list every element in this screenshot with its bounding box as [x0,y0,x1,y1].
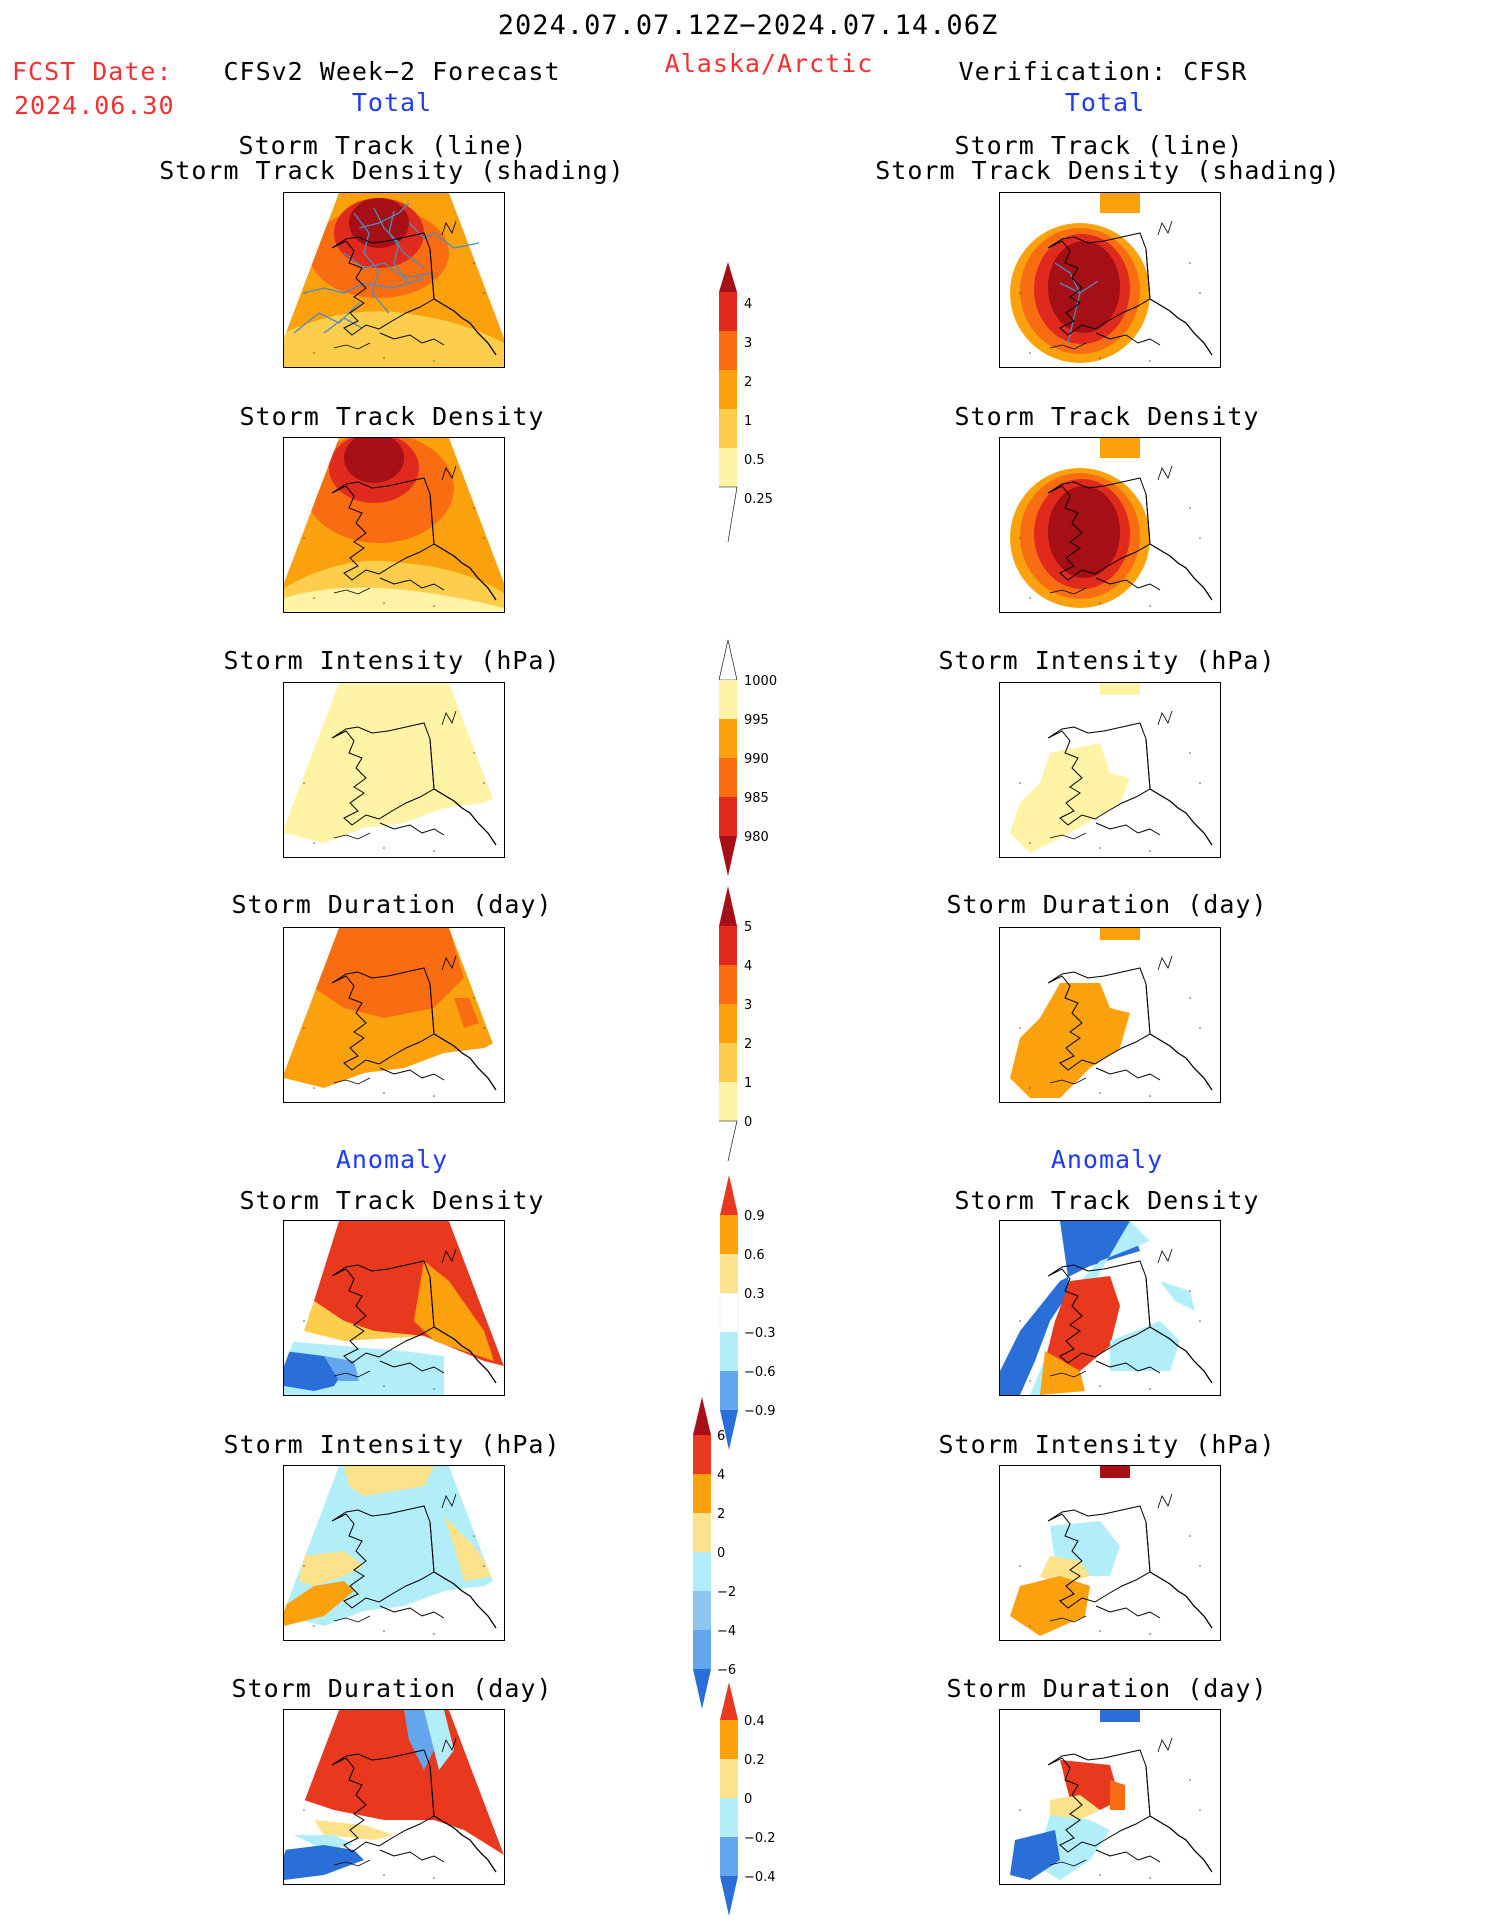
anom-density-colorbar: 0.9 0.6 0.3 −0.3 −0.6 −0.9 [719,1175,790,1459]
cb3-tick-3: 3 [744,998,752,1013]
cb6-tick-02: 0.2 [744,1753,765,1768]
left-track-density-title: Storm Track Density [239,402,545,431]
cb6-tick-m02: −0.2 [744,1831,776,1846]
left-anom-duration-map [283,1709,505,1885]
track-density-colorbar: 4 3 2 1 0.5 0.25 [710,262,773,556]
cb6-tick-m04: −0.4 [744,1870,776,1885]
verification-title: Verification: CFSR [958,57,1248,86]
right-intensity-title: Storm Intensity (hPa) [938,646,1276,675]
cb5-tick-0: 0 [717,1546,725,1561]
cb6-tick-0: 0 [744,1792,752,1807]
left-duration-map [283,927,505,1103]
right-track-density-map [999,437,1221,613]
cb4-tick-m03: −0.3 [744,1326,776,1341]
left-track-density-map [283,437,505,613]
right-intensity-map [999,682,1221,858]
cb4-tick-m09: −0.9 [744,1404,776,1419]
right-anom-density-title: Storm Track Density [954,1186,1260,1215]
right-track-line-title: Storm Track (line) [954,131,1244,160]
cb5-tick-2: 2 [717,1507,725,1522]
cb3-tick-1: 1 [744,1076,752,1091]
cb2-tick-990: 990 [744,752,769,767]
cb3-tick-5: 5 [744,920,752,935]
verification-total-label: Total [1064,88,1146,117]
right-anom-density-map [999,1220,1221,1396]
cb1-tick-025: 0.25 [744,492,773,507]
right-anom-intensity-title: Storm Intensity (hPa) [938,1430,1276,1459]
left-track-line-map [283,192,505,368]
left-track-shading-title: Storm Track Density (shading) [159,156,625,185]
left-anom-intensity-title: Storm Intensity (hPa) [223,1430,561,1459]
cb3-tick-2: 2 [744,1037,752,1052]
forecast-total-label: Total [351,88,433,117]
left-intensity-title: Storm Intensity (hPa) [223,646,561,675]
cb5-tick-m6: −6 [717,1663,736,1678]
cb2-tick-980: 980 [744,830,769,845]
anom-intensity-colorbar: 6 4 2 0 −2 −4 −6 [693,1397,753,1719]
cb5-tick-m2: −2 [717,1585,736,1600]
cb1-tick-4: 4 [744,297,752,312]
right-duration-title: Storm Duration (day) [946,890,1268,919]
period-title: 2024.07.07.12Z−2024.07.14.06Z [497,10,999,41]
intensity-colorbar: 1000 995 990 985 980 [710,639,777,884]
left-intensity-map [283,682,505,858]
cb6-tick-04: 0.4 [744,1714,765,1729]
right-anom-intensity-map [999,1465,1221,1641]
fcst-label: FCST Date: [12,57,173,86]
forecast-title: CFSv2 Week−2 Forecast [223,57,561,86]
right-anomaly-label: Anomaly [1050,1145,1164,1174]
left-anom-density-map [283,1220,505,1396]
right-anom-duration-title: Storm Duration (day) [946,1674,1268,1703]
left-anomaly-label: Anomaly [335,1145,449,1174]
duration-colorbar: 5 4 3 2 1 0 [710,886,770,1170]
cb4-tick-06: 0.6 [744,1248,765,1263]
right-duration-map [999,927,1221,1103]
left-track-line-title: Storm Track (line) [238,131,528,160]
cb5-tick-m4: −4 [717,1624,736,1639]
left-anom-duration-title: Storm Duration (day) [231,1674,553,1703]
right-track-shading-title: Storm Track Density (shading) [875,156,1341,185]
cb1-tick-3: 3 [744,336,752,351]
cb2-tick-1000: 1000 [744,674,777,689]
right-track-line-map [999,192,1221,368]
left-duration-title: Storm Duration (day) [231,890,553,919]
cb4-tick-m06: −0.6 [744,1365,776,1380]
cb4-tick-03: 0.3 [744,1287,765,1302]
cb5-tick-4: 4 [717,1468,725,1483]
cb1-tick-1: 1 [744,414,752,429]
right-anom-duration-map [999,1709,1221,1885]
left-anom-density-title: Storm Track Density [239,1186,545,1215]
right-track-density-title: Storm Track Density [954,402,1260,431]
fcst-date: 2024.06.30 [14,91,175,120]
cb5-tick-6: 6 [717,1429,725,1444]
region-title: Alaska/Arctic [664,49,874,78]
cb1-tick-05: 0.5 [744,453,765,468]
cb3-tick-0: 0 [744,1115,752,1130]
cb4-tick-09: 0.9 [744,1209,765,1224]
cb3-tick-4: 4 [744,959,752,974]
left-anom-intensity-map [283,1465,505,1641]
cb2-tick-995: 995 [744,713,769,728]
cb1-tick-2: 2 [744,375,752,390]
cb2-tick-985: 985 [744,791,769,806]
anom-duration-colorbar: 0.4 0.2 0 −0.2 −0.4 [720,1682,790,1926]
